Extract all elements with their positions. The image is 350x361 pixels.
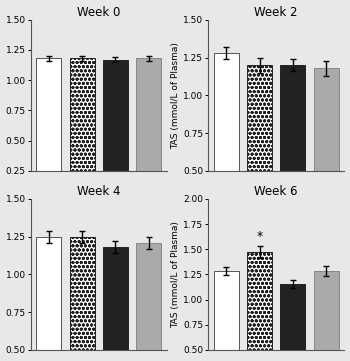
Bar <box>247 252 272 361</box>
Title: Week 6: Week 6 <box>254 185 298 198</box>
Bar <box>247 65 272 247</box>
Bar <box>280 65 305 247</box>
Title: Week 2: Week 2 <box>254 5 298 18</box>
Bar <box>103 60 128 201</box>
Bar <box>314 68 338 247</box>
Bar <box>214 53 239 247</box>
Bar <box>214 271 239 361</box>
Y-axis label: TAS (mmol/L of Plasma): TAS (mmol/L of Plasma) <box>171 221 180 328</box>
Bar <box>280 284 305 361</box>
Bar <box>36 236 61 361</box>
Bar <box>70 236 94 361</box>
Bar <box>314 271 338 361</box>
Bar <box>136 243 161 361</box>
Bar <box>103 247 128 361</box>
Bar <box>36 58 61 201</box>
Bar <box>70 58 94 201</box>
Title: Week 4: Week 4 <box>77 185 120 198</box>
Bar <box>136 58 161 201</box>
Title: Week 0: Week 0 <box>77 5 120 18</box>
Text: *: * <box>257 230 263 243</box>
Y-axis label: TAS (mmol/L of Plasma): TAS (mmol/L of Plasma) <box>171 42 180 149</box>
